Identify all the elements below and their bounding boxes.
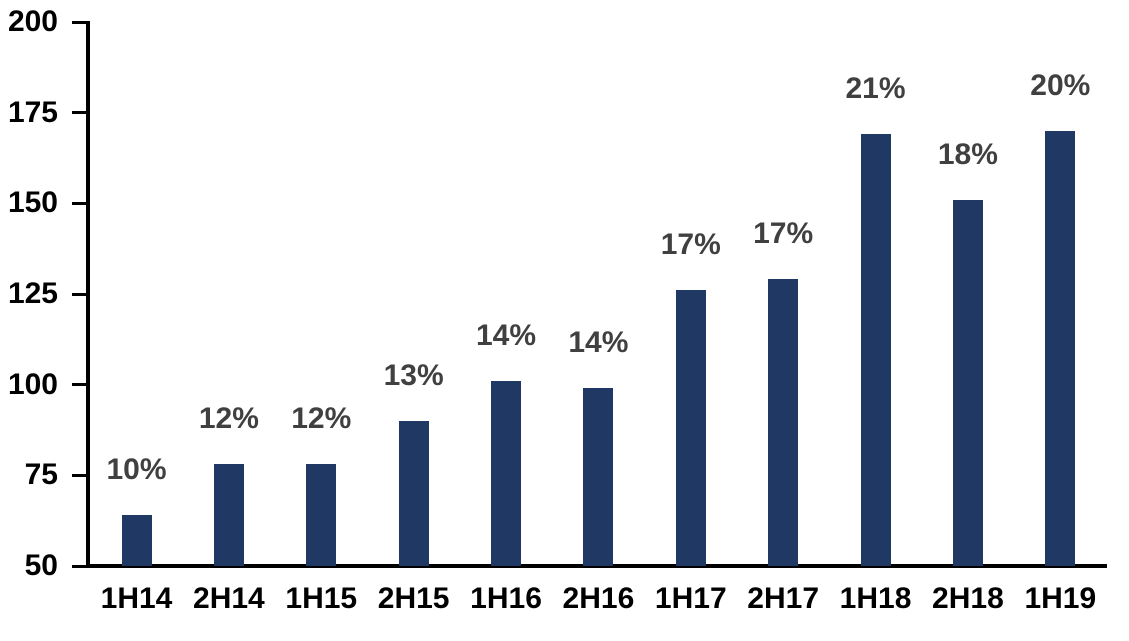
x-category-label: 1H16: [470, 582, 542, 615]
y-tick-mark: [72, 201, 90, 205]
y-tick-label: 150: [7, 186, 58, 220]
y-tick-mark: [72, 473, 90, 477]
bar-2H15: [398, 420, 429, 566]
bar-1H19: [1045, 130, 1076, 566]
x-category-label: 2H17: [747, 582, 820, 615]
x-category-label: 2H14: [193, 582, 265, 615]
y-tick-mark: [72, 292, 90, 296]
bar-1H16: [491, 381, 522, 566]
bar-data-label: 10%: [106, 453, 167, 487]
bar-data-label: 20%: [1030, 68, 1091, 102]
x-category-label: 1H18: [839, 582, 912, 615]
bar-data-label: 17%: [753, 217, 814, 251]
y-tick-label: 50: [24, 549, 58, 582]
x-category-label: 1H15: [285, 582, 358, 615]
y-tick-label: 75: [24, 458, 58, 492]
bar-data-label: 17%: [660, 228, 721, 262]
bar-1H15: [306, 464, 337, 566]
y-tick-label: 175: [7, 95, 58, 129]
bar-data-label: 13%: [383, 358, 444, 392]
y-tick-label: 200: [7, 5, 58, 38]
bar-data-label: 12%: [198, 402, 259, 436]
bar-2H14: [213, 464, 244, 566]
bar-data-label: 21%: [845, 72, 906, 106]
y-tick-mark: [72, 383, 90, 387]
y-tick-mark: [72, 564, 90, 568]
y-tick-mark: [72, 20, 90, 24]
bar-data-label: 18%: [937, 137, 998, 171]
x-category-label: 1H17: [654, 582, 727, 615]
y-tick-mark: [72, 111, 90, 115]
x-axis-line: [86, 564, 1107, 568]
x-category-label: 1H14: [100, 582, 173, 615]
x-category-label: 2H15: [377, 582, 450, 615]
bar-1H17: [675, 290, 706, 566]
y-tick-label: 100: [7, 367, 58, 401]
bar-2H16: [583, 388, 614, 566]
bar-2H18: [952, 199, 983, 566]
x-category-label: 2H16: [562, 582, 635, 615]
x-category-label: 2H18: [932, 582, 1004, 615]
bar-1H18: [860, 134, 891, 566]
bar-2H17: [768, 279, 799, 566]
bar-data-label: 14%: [568, 326, 629, 360]
bar-data-label: 14%: [475, 319, 537, 353]
bar-data-label: 12%: [291, 402, 352, 436]
y-tick-label: 125: [7, 277, 58, 310]
x-category-label: 1H19: [1024, 582, 1097, 615]
bar-1H14: [121, 515, 152, 566]
